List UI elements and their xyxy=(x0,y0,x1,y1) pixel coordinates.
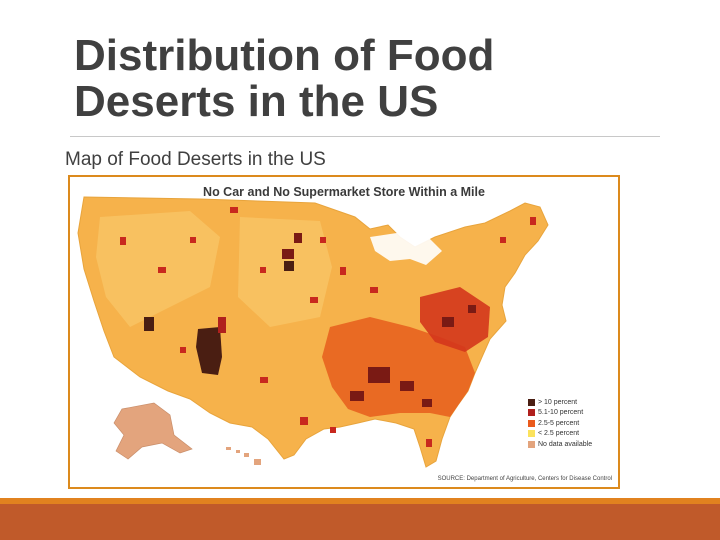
map-title: No Car and No Supermarket Store Within a… xyxy=(203,185,485,199)
slide-title-line-1: Distribution of Food xyxy=(74,31,495,80)
legend-label: 5.1-10 percent xyxy=(538,409,584,416)
four-corners-hotspot xyxy=(196,327,222,375)
legend-swatch xyxy=(528,398,535,406)
alaska-inset xyxy=(113,402,193,460)
scattered-counties xyxy=(120,207,536,447)
title-divider xyxy=(70,136,660,137)
legend-swatch xyxy=(528,419,535,427)
legend-item: 5.1-10 percent xyxy=(528,408,618,418)
footer-accent-bar xyxy=(0,498,720,504)
map-legend: > 10 percent 5.1-10 percent 2.5-5 percen… xyxy=(528,397,618,450)
southwest-hotspot xyxy=(218,317,226,333)
light-region-plains xyxy=(238,217,332,327)
slide-subtitle: Map of Food Deserts in the US xyxy=(65,149,326,170)
legend-swatch xyxy=(528,430,535,437)
map-source-note: SOURCE: Department of Agriculture, Cente… xyxy=(437,476,612,482)
great-lakes xyxy=(370,231,442,265)
legend-label: 2.5-5 percent xyxy=(538,419,580,427)
legend-label: > 10 percent xyxy=(538,398,578,406)
high-rate-hotspots xyxy=(282,233,476,407)
food-desert-map: No Car and No Supermarket Store Within a… xyxy=(68,175,620,489)
us-map-graphic xyxy=(77,196,549,468)
slide-title: Distribution of Food Deserts in the US xyxy=(74,33,674,125)
appalachia-region xyxy=(420,287,490,352)
legend-label: No data available xyxy=(538,440,593,448)
legend-label: < 2.5 percent xyxy=(538,430,580,437)
legend-item: < 2.5 percent xyxy=(528,429,618,439)
footer-bar xyxy=(0,504,720,540)
plains-hotspot xyxy=(144,317,154,331)
legend-item: 2.5-5 percent xyxy=(528,418,618,428)
slide-title-line-2: Deserts in the US xyxy=(74,77,439,126)
hawaii-inset xyxy=(226,447,261,465)
legend-item: > 10 percent xyxy=(528,397,618,407)
legend-item: No data available xyxy=(528,439,618,449)
dakota-hotspot xyxy=(284,261,294,271)
legend-swatch xyxy=(528,440,535,448)
legend-swatch xyxy=(528,409,535,416)
